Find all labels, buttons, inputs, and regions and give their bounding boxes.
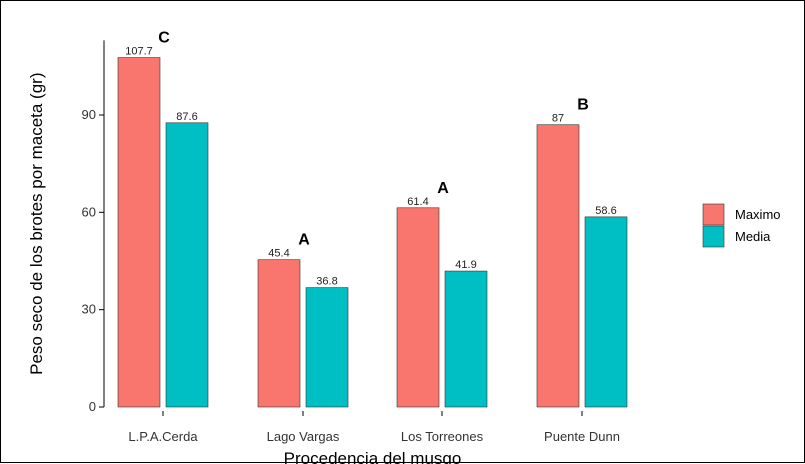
bar-media bbox=[444, 270, 488, 408]
y-tick-label: 60 bbox=[82, 204, 96, 219]
data-label: 41.9 bbox=[455, 259, 476, 271]
significance-letter: A bbox=[298, 232, 310, 249]
labels-layer: 107.7 45.4 61.4 87 87.6 36.8 41.9 58.6 C A A B bbox=[125, 30, 616, 288]
significance-letter: C bbox=[158, 30, 170, 47]
data-label: 61.4 bbox=[407, 196, 428, 208]
legend-swatch-media bbox=[702, 225, 725, 248]
bar-media bbox=[165, 122, 209, 408]
x-ticks: L.P.A.Cerda Lago Vargas Los Torreones Puent… bbox=[128, 411, 620, 444]
bars-layer bbox=[117, 57, 628, 408]
bar-maximo bbox=[536, 124, 580, 408]
y-tick-label: 0 bbox=[89, 399, 96, 414]
data-label: 45.4 bbox=[268, 248, 289, 260]
x-tick-label: Puente Dunn bbox=[544, 429, 620, 444]
data-label: 36.8 bbox=[316, 276, 337, 288]
bar-maximo bbox=[396, 207, 440, 408]
x-tick-label: Los Torreones bbox=[401, 429, 484, 444]
x-axis-title: Procedencia del musgo bbox=[284, 449, 462, 464]
x-tick-label: Lago Vargas bbox=[267, 429, 340, 444]
bar-maximo bbox=[257, 259, 301, 408]
y-ticks: 0 30 60 90 bbox=[82, 107, 104, 414]
x-tick-label: L.P.A.Cerda bbox=[128, 429, 198, 444]
y-tick-label: 30 bbox=[82, 302, 96, 317]
legend-swatch-maximo bbox=[702, 203, 725, 226]
legend-label-maximo: Maximo bbox=[735, 207, 781, 222]
bar-maximo bbox=[117, 57, 161, 408]
data-label: 87.6 bbox=[176, 111, 197, 123]
legend-label-media: Media bbox=[735, 229, 771, 244]
data-label: 107.7 bbox=[125, 46, 153, 58]
bar-media bbox=[305, 287, 349, 408]
y-tick-label: 90 bbox=[82, 107, 96, 122]
significance-letter: A bbox=[437, 180, 449, 197]
significance-letter: B bbox=[577, 97, 589, 114]
data-label: 58.6 bbox=[595, 205, 616, 217]
legend: Maximo Media bbox=[702, 203, 781, 248]
y-axis-title: Peso seco de los brotes por maceta (gr) bbox=[27, 73, 46, 375]
bar-media bbox=[584, 216, 628, 408]
data-label: 87 bbox=[552, 113, 564, 125]
